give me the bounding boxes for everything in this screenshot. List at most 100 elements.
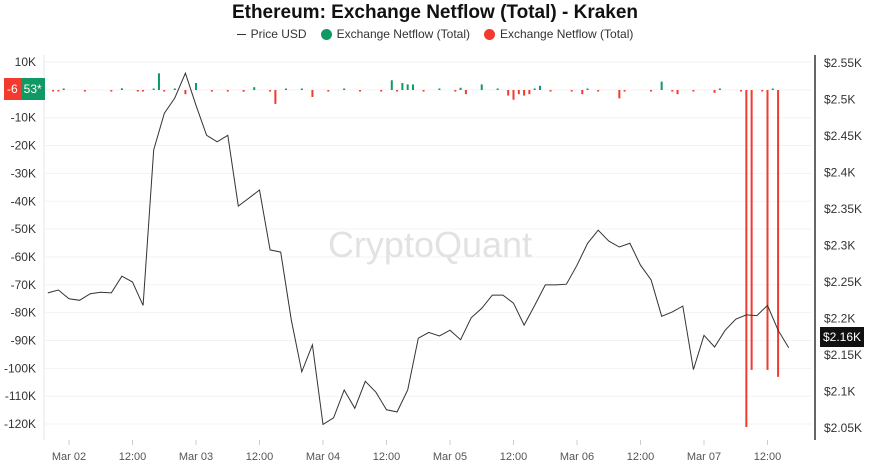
netflow-bar [226,90,229,92]
netflow-bar [464,90,467,95]
right-tick-label: $2.25K [824,275,862,289]
netflow-bars [52,73,780,427]
green-dot-icon [320,28,332,40]
right-tick-label: $2.5K [824,93,855,107]
netflow-bar [136,90,139,92]
netflow-bar [242,90,245,92]
x-axis: Mar 02 12:00 Mar 03 12:00 Mar 04 12:00 Mar 05 1… [52,440,781,463]
netflow-bar [671,90,674,92]
price-line [47,71,790,426]
netflow-bar [597,90,600,92]
netflow-bar [422,90,425,92]
legend-item-inflow[interactable]: Exchange Netflow (Total) [320,27,470,41]
left-tick-label: -120K [4,417,36,431]
netflow-bar [380,90,383,92]
netflow-bar [771,88,774,90]
left-tick-label: -30K [11,166,36,180]
netflow-bar [660,81,663,90]
netflow-bar [676,90,679,95]
watermark: CryptoQuant [328,224,532,265]
outflow-badge: -6 [4,78,21,100]
netflow-bar [253,87,256,90]
netflow-bar [120,88,123,90]
red-dot-icon [484,28,495,40]
right-axis: $2.55K $2.5K $2.45K $2.4K $2.35K $2.3K $2.25K $… [824,56,862,435]
netflow-bar [538,85,541,90]
x-tick-label: 12:00 [119,451,147,463]
netflow-bar [163,90,166,92]
netflow-bar [195,83,197,90]
netflow-bar [62,88,65,90]
netflow-bar [713,90,716,93]
legend-item-outflow[interactable]: Exchange Netflow (Total) [484,27,633,41]
right-tick-label: $2.05K [824,421,862,435]
netflow-bar [740,90,743,92]
left-tick-label: -70K [11,278,36,292]
netflow-bar [327,90,330,92]
netflow-bar [343,88,346,90]
netflow-bar [777,90,780,377]
netflow-bar [766,90,769,370]
left-tick-label: -50K [11,222,36,236]
netflow-bar [311,90,314,97]
netflow-bar [480,84,483,90]
netflow-bar [507,90,510,96]
netflow-bar [173,88,176,90]
netflow-bar [300,88,303,90]
netflow-bar [57,90,60,92]
legend: Price USD Exchange Netflow (Total) Excha… [0,27,870,41]
netflow-bar [586,88,589,90]
netflow-bar [359,90,362,92]
netflow-bar [390,80,393,90]
x-tick-label: 12:00 [500,451,528,463]
netflow-bar [692,90,695,92]
inflow-badge: 53* [20,78,45,100]
netflow-bar [761,90,764,92]
right-tick-label: $2.3K [824,239,855,253]
right-tick-label: $2.2K [824,312,855,326]
netflow-bar [284,88,287,90]
legend-item-price[interactable]: Price USD [236,27,307,41]
netflow-bar [110,90,113,92]
left-tick-label: -40K [11,194,36,208]
netflow-bar [512,90,515,100]
legend-label: Exchange Netflow (Total) [336,27,470,41]
netflow-bar [411,84,414,90]
right-tick-label: $2.15K [824,348,862,362]
current-price-label: $2.16K [820,327,865,347]
x-tick-label: Mar 06 [560,451,594,463]
left-tick-label: -60K [11,250,36,264]
netflow-bar [650,90,653,92]
x-tick-label: 12:00 [373,451,401,463]
line-icon [236,33,246,35]
x-tick-label: 12:00 [246,451,274,463]
netflow-bar [549,90,552,92]
netflow-bar [401,83,404,90]
x-tick-label: 12:00 [627,451,655,463]
netflow-bar [274,90,277,104]
netflow-bar [459,87,462,90]
x-tick-label: Mar 07 [687,451,721,463]
right-tick-label: $2.45K [824,129,862,143]
netflow-bar [623,90,626,92]
netflow-bar [523,90,526,96]
netflow-bar [718,88,721,90]
left-tick-label: -100K [4,361,36,375]
x-tick-label: Mar 04 [306,451,340,463]
x-tick-label: Mar 05 [433,451,467,463]
left-tick-label: -90K [11,334,36,348]
x-tick-label: Mar 02 [52,451,86,463]
right-tick-label: $2.35K [824,202,862,216]
left-axis: 10K -10K -20K -30K -40K -50K -60K -70K -80K -90K -… [4,55,36,431]
netflow-bar [517,90,520,95]
left-tick-label: -10K [11,111,36,125]
netflow-bar [396,90,399,92]
netflow-bar [745,90,748,427]
right-tick-label: $2.4K [824,166,855,180]
netflow-bar [570,90,573,92]
chart-title: Ethereum: Exchange Netflow (Total) - Kra… [231,2,639,23]
netflow-bar [269,90,272,92]
x-tick-label: Mar 03 [179,451,213,463]
netflow-bar [618,90,621,99]
